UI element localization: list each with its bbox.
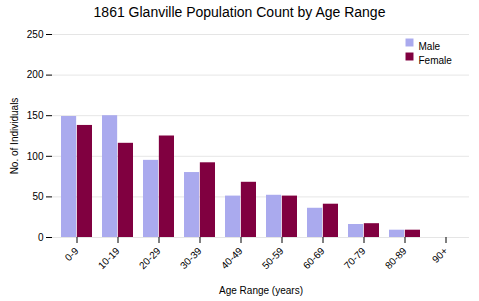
svg-text:50: 50 bbox=[32, 191, 44, 202]
svg-text:Male: Male bbox=[419, 41, 441, 52]
svg-text:Age Range (years): Age Range (years) bbox=[219, 285, 303, 296]
svg-text:Female: Female bbox=[419, 55, 453, 66]
svg-text:20-29: 20-29 bbox=[137, 245, 163, 271]
html-text:1861 Glanville Population Coun: 1861 Glanville Population Count by Age R… bbox=[93, 4, 386, 20]
svg-text:90+: 90+ bbox=[430, 245, 450, 265]
svg-text:80-89: 80-89 bbox=[383, 245, 409, 271]
svg-text:0-9: 0-9 bbox=[63, 245, 81, 263]
svg-text:10-19: 10-19 bbox=[96, 245, 122, 271]
svg-text:0: 0 bbox=[38, 232, 44, 243]
svg-text:No. of Individuals: No. of Individuals bbox=[9, 98, 20, 175]
svg-text:200: 200 bbox=[27, 69, 44, 80]
svg-text:60-69: 60-69 bbox=[301, 245, 327, 271]
svg-text:40-49: 40-49 bbox=[219, 245, 245, 271]
svg-text:100: 100 bbox=[27, 151, 44, 162]
svg-text:30-39: 30-39 bbox=[178, 245, 204, 271]
svg-text:150: 150 bbox=[27, 110, 44, 121]
svg-text:70-79: 70-79 bbox=[342, 245, 368, 271]
svg-text:250: 250 bbox=[27, 29, 44, 40]
svg-text:50-59: 50-59 bbox=[260, 245, 286, 271]
